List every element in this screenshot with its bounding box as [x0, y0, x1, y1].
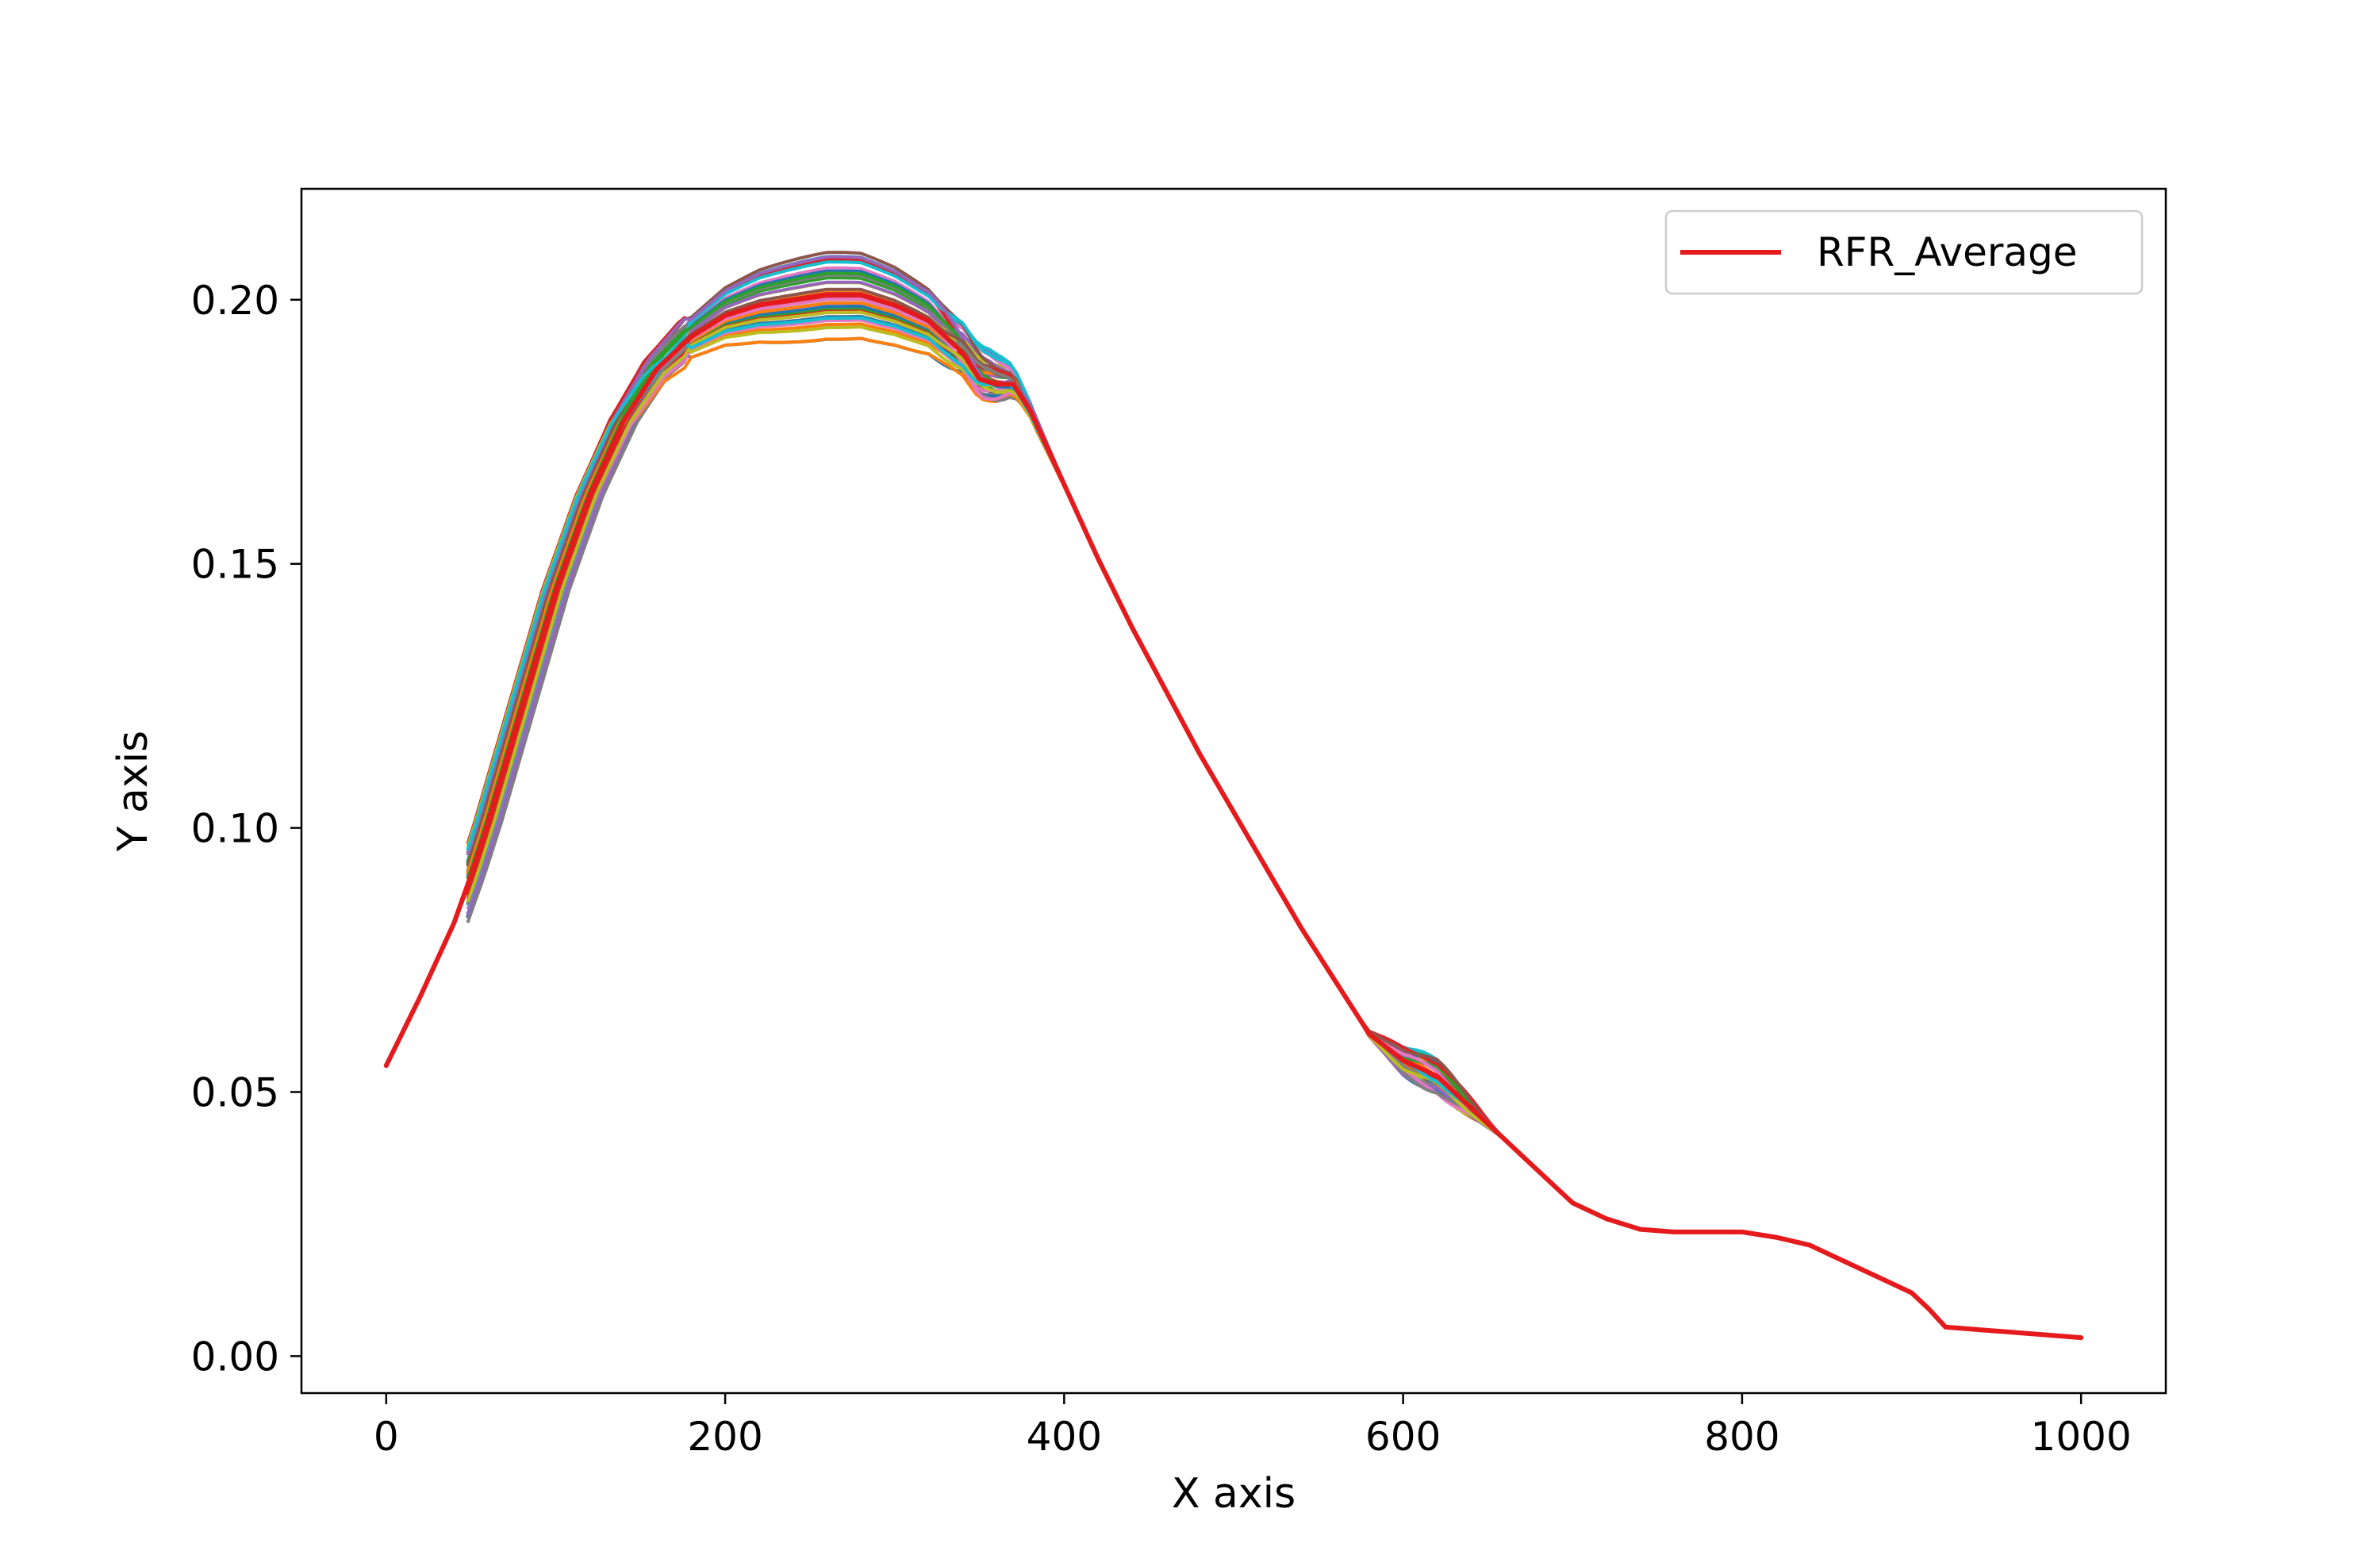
y-tick-label: 0.15	[191, 542, 279, 588]
x-tick-label: 800	[1704, 1414, 1779, 1460]
y-tick-label: 0.20	[191, 278, 279, 324]
x-tick-label: 1000	[2031, 1414, 2132, 1460]
y-axis-ticks: 0.00 0.05 0.10 0.15 0.20	[191, 278, 301, 1380]
y-tick-label: 0.05	[191, 1070, 279, 1116]
x-tick-label: 400	[1027, 1414, 1102, 1460]
x-axis-ticks: 0 200 400 600 800 1000	[374, 1393, 2132, 1460]
x-axis-title: X axis	[1172, 1470, 1296, 1518]
legend: RFR_Average	[1664, 209, 2144, 295]
series-lines	[383, 292, 2084, 1341]
plot-frame	[300, 187, 2167, 1395]
x-tick-label: 600	[1365, 1414, 1441, 1460]
x-tick-label: 200	[687, 1414, 762, 1460]
y-tick-label: 0.10	[191, 806, 279, 852]
legend-box	[1664, 209, 2144, 295]
y-tick-label: 0.00	[191, 1334, 279, 1380]
legend-label: RFR_Average	[1817, 229, 2078, 275]
x-tick-label: 0	[374, 1414, 399, 1460]
series-line-rfr-average	[383, 292, 2084, 1341]
y-axis-title: Y axis	[109, 731, 157, 852]
